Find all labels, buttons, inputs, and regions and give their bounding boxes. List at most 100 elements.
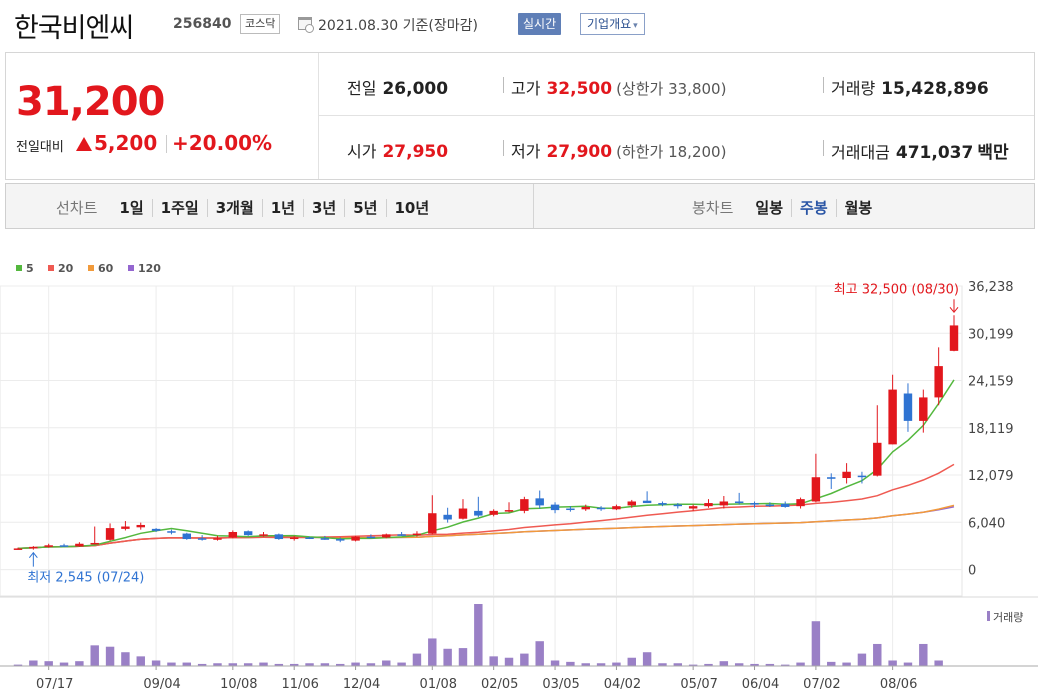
stock-name: 한국비엔씨 [14, 13, 134, 44]
chart-annotations: 최고 32,500 (08/30) 최저 2,545 (07/24) [27, 282, 959, 585]
x-tick-label: 02/05 [481, 677, 518, 692]
market-badge: 코스닥 [240, 14, 281, 34]
volume-bar [765, 663, 775, 666]
candle-body [197, 538, 207, 540]
plot-frame [0, 285, 963, 597]
tab-1week[interactable]: 1주일 [151, 199, 207, 217]
candle-body [75, 543, 84, 547]
trading-value: 거래대금 471,037 백만 [831, 138, 1009, 163]
moving-average-lines [17, 379, 955, 550]
tab-1year[interactable]: 1년 [261, 199, 303, 217]
candle-body [336, 539, 345, 541]
candle-body [320, 538, 330, 540]
y-tick-label: 0 [968, 564, 976, 579]
candle-body [704, 503, 713, 507]
volume-bar [428, 638, 437, 666]
high-label: 고가 [511, 79, 541, 98]
volume-bar [305, 663, 314, 666]
company-overview-button[interactable]: 기업개요 ▾ [580, 13, 645, 35]
x-tick-label: 09/04 [143, 677, 180, 692]
candle-body [842, 471, 851, 479]
max-annotation: 최고 32,500 (08/30) [834, 282, 959, 297]
volume-bar [612, 662, 621, 666]
volume-bar [504, 657, 514, 666]
volume-bar [688, 664, 698, 666]
candle-body [642, 500, 652, 504]
volume-bar [489, 656, 498, 666]
volume-bar [336, 663, 345, 666]
change-divider [166, 135, 167, 153]
change-label: 전일대비 [16, 140, 64, 155]
low-value: 27,900 [546, 142, 613, 162]
volume-bar [182, 662, 192, 666]
volume-bar [796, 662, 805, 666]
x-tick-label: 07/17 [36, 677, 73, 692]
volume-bar [197, 663, 207, 666]
candle-body [673, 504, 683, 507]
volume-bar [734, 663, 744, 666]
volume-bar [382, 660, 391, 666]
volume-bar [934, 660, 943, 666]
tab-weekly[interactable]: 주봉 [791, 199, 836, 217]
trading-value-unit: 백만 [977, 143, 1009, 163]
x-tick-label: 07/02 [803, 677, 840, 692]
current-price: 31,200 [16, 79, 165, 125]
volume-bar [627, 657, 636, 666]
volume-bar [274, 663, 284, 666]
y-tick-label: 12,079 [968, 469, 1014, 484]
volume-bar [289, 663, 299, 666]
x-tick-label: 04/02 [604, 677, 641, 692]
candle-body [182, 533, 192, 540]
candle-body [765, 504, 775, 507]
stock-code: 256840 [173, 16, 232, 32]
price-row-2: 시가 27,950 저가 27,900 (하한가 18,200) 거래대금 471,03… [319, 116, 1034, 179]
candle-body [351, 536, 360, 541]
volume-label: 거래량 [993, 611, 1023, 624]
candle-body [443, 514, 452, 520]
candle-body [827, 477, 836, 479]
y-tick-label: 30,199 [968, 327, 1014, 342]
x-tick-label: 10/08 [220, 677, 257, 692]
tab-1day[interactable]: 1일 [119, 199, 144, 217]
volume-bar [136, 656, 145, 666]
volume-bar [121, 652, 130, 666]
candle-body [750, 503, 759, 505]
volume-bar [642, 652, 652, 666]
volume-bar [919, 643, 928, 666]
tab-5year[interactable]: 5년 [344, 199, 386, 217]
ma-line-20 [17, 463, 955, 550]
candlesticks [13, 315, 959, 550]
volume-bar [827, 661, 836, 666]
volume-bar [888, 660, 897, 666]
tab-3year[interactable]: 3년 [303, 199, 345, 217]
tab-10year[interactable]: 10년 [385, 199, 438, 217]
tab-daily[interactable]: 일봉 [755, 199, 784, 217]
x-tick-label: 03/05 [542, 677, 579, 692]
candle-body [428, 513, 437, 534]
ma-line-120 [17, 506, 955, 550]
candle-body [366, 536, 376, 539]
volume-bar [719, 661, 729, 666]
change-amount: 5,200 [76, 131, 157, 155]
volume-bar [320, 663, 330, 666]
candle-body [596, 507, 606, 510]
realtime-button[interactable]: 실시간 [518, 13, 562, 35]
volume-bar [520, 653, 529, 666]
volume-bar [366, 663, 376, 666]
x-tick-label: 05/07 [680, 677, 717, 692]
calendar-icon [298, 17, 314, 33]
volume-bar [351, 662, 360, 666]
candle-body [474, 510, 483, 516]
chart-grid [0, 285, 1038, 666]
tab-monthly[interactable]: 월봉 [835, 199, 881, 217]
stock-header: 한국비엔씨 256840 코스닥 2021.08.30 기준(장마감) 실시간 … [0, 0, 1038, 48]
candle-body [780, 503, 790, 507]
candle-body [167, 531, 176, 533]
price-panel: 31,200 전일대비 5,200 +20.00% 전일 26,000 고가 32,… [5, 52, 1035, 180]
open-value: 27,950 [382, 142, 449, 162]
candle-body [949, 325, 959, 351]
x-tick-label: 06/04 [742, 677, 779, 692]
x-axis: 07/17 09/04 10/08 11/06 12/04 01/08 02/05 03/05… [0, 665, 1038, 692]
candle-body [228, 532, 238, 538]
tab-3month[interactable]: 3개월 [206, 199, 262, 217]
